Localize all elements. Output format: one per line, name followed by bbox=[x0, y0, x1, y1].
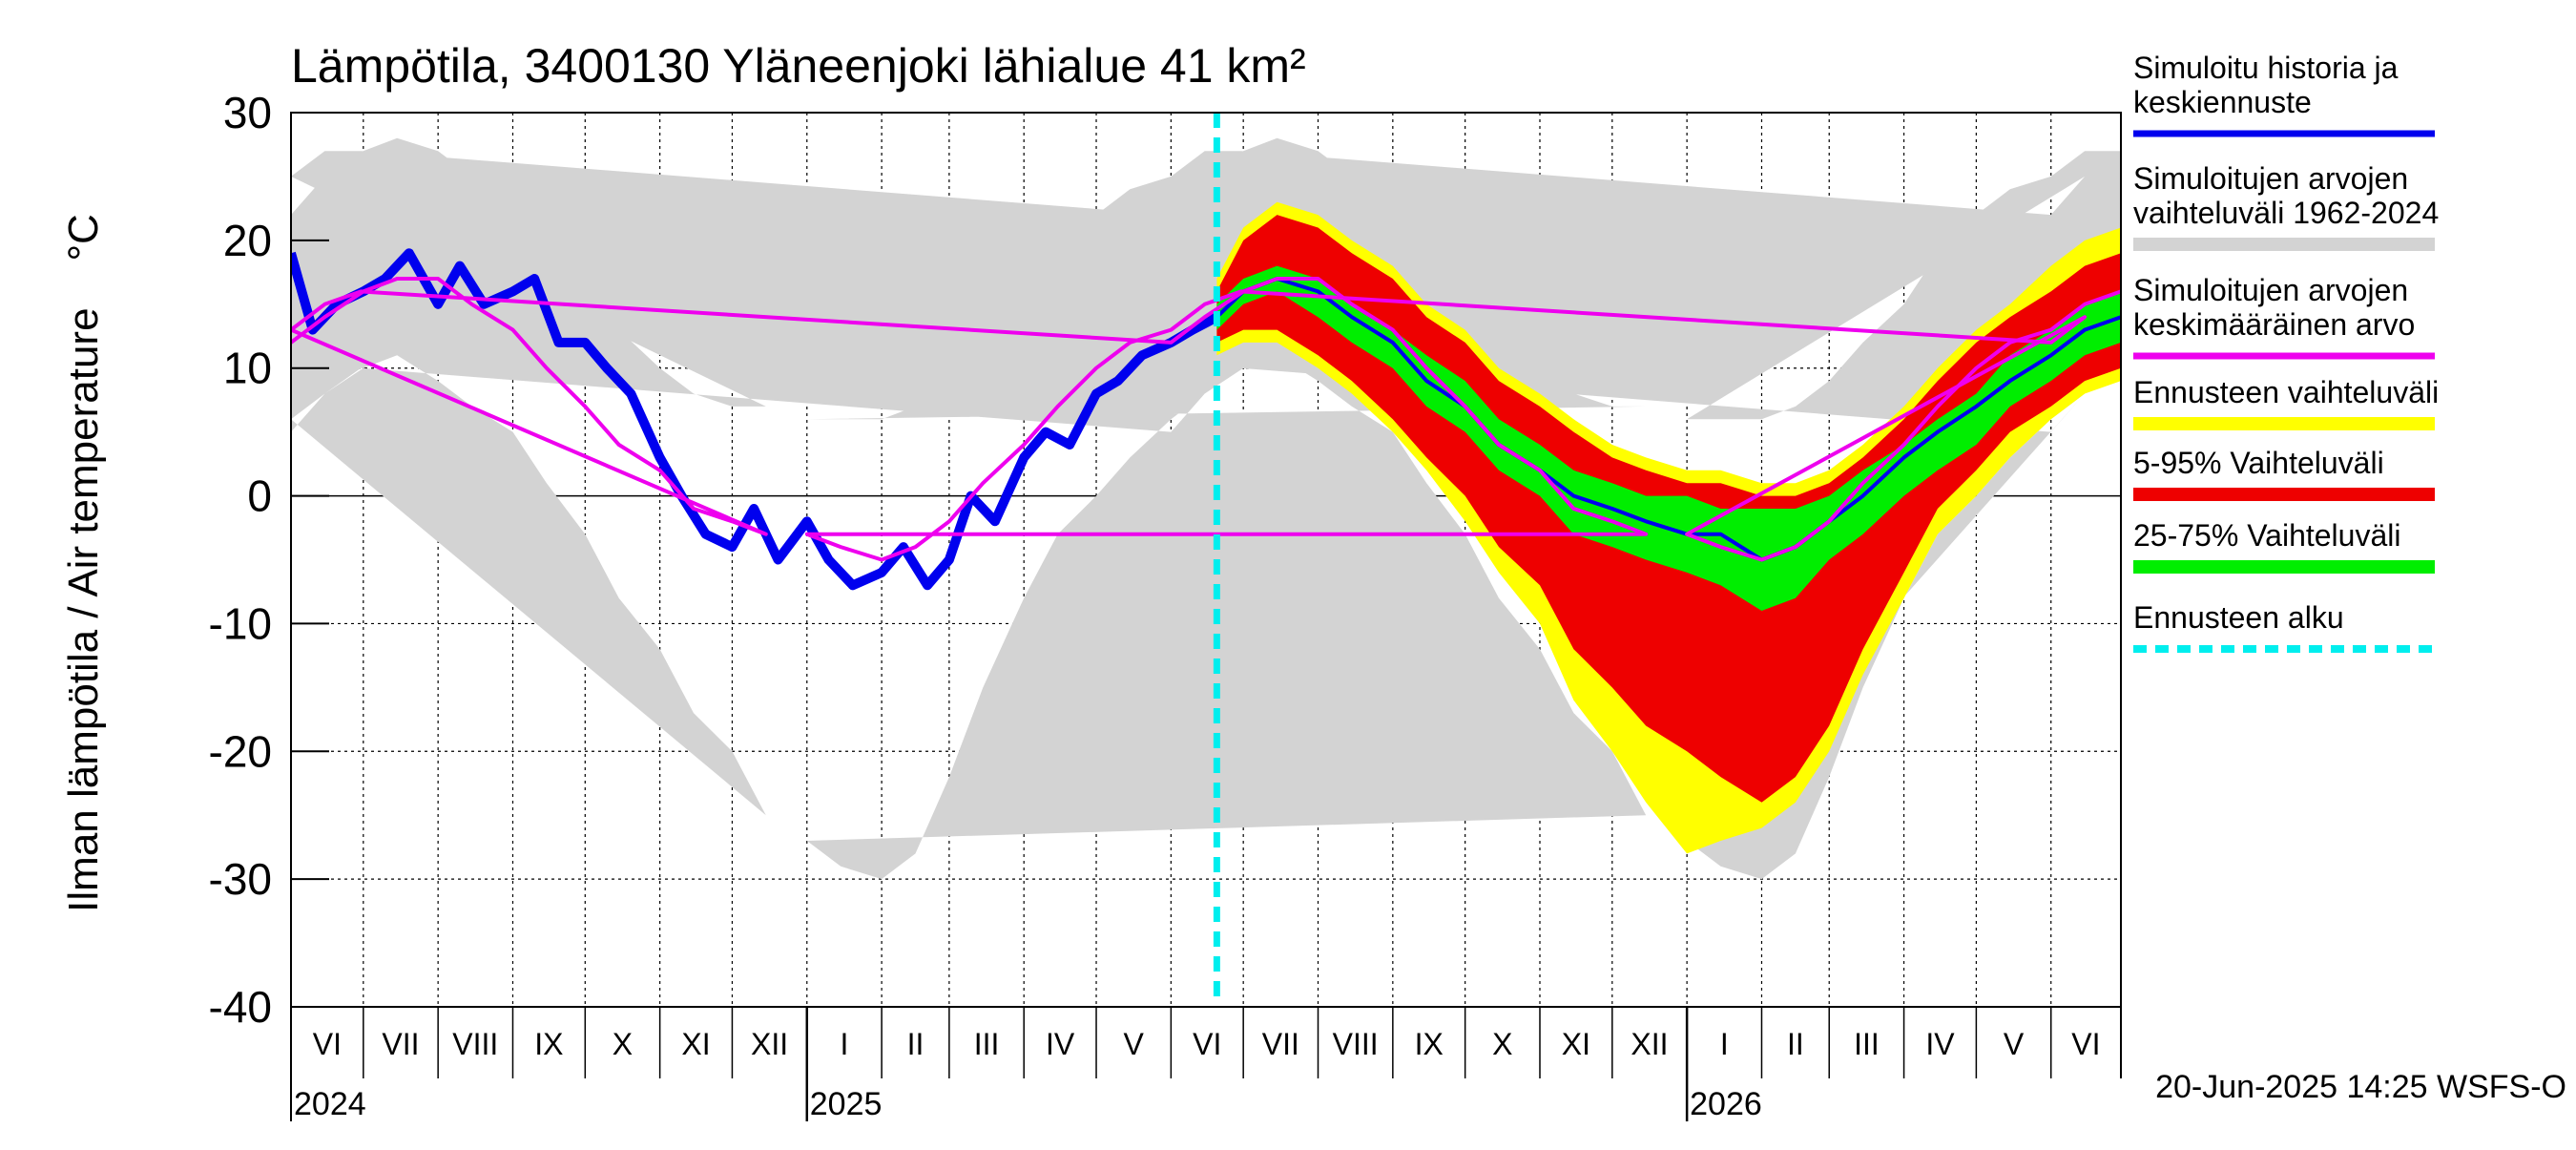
month-label: V bbox=[2004, 1027, 2025, 1061]
history-line bbox=[291, 248, 1219, 591]
month-label: XII bbox=[1631, 1027, 1668, 1061]
month-label: X bbox=[613, 1027, 633, 1061]
y-tick-label: 30 bbox=[223, 88, 272, 137]
month-label: VIII bbox=[452, 1027, 498, 1061]
y-tick-label: -20 bbox=[209, 726, 272, 776]
month-label: VI bbox=[313, 1027, 342, 1061]
month-label: VIII bbox=[1333, 1027, 1379, 1061]
month-label: VI bbox=[1193, 1027, 1221, 1061]
legend-item-forecast-range: Ennusteen vaihteluväli bbox=[2133, 375, 2439, 430]
y-tick-label: -30 bbox=[209, 854, 272, 904]
month-label: XI bbox=[681, 1027, 710, 1061]
mean-line bbox=[291, 277, 2121, 562]
year-label: 2024 bbox=[294, 1086, 366, 1122]
y-tick-label: 10 bbox=[223, 344, 272, 393]
month-label: III bbox=[974, 1027, 1000, 1061]
legend-label: Simuloitujen arvojen bbox=[2133, 161, 2408, 196]
month-label: X bbox=[1492, 1027, 1512, 1061]
month-label: II bbox=[1787, 1027, 1804, 1061]
y-tick-label: -10 bbox=[209, 598, 272, 648]
legend-label: keskiennuste bbox=[2133, 85, 2312, 119]
legend-item-p5-95: 5-95% Vaihteluväli bbox=[2133, 446, 2435, 501]
year-label: 2026 bbox=[1690, 1086, 1762, 1122]
month-label: VII bbox=[1262, 1027, 1299, 1061]
legend-label: Ennusteen vaihteluväli bbox=[2133, 375, 2439, 409]
month-label: V bbox=[1124, 1027, 1145, 1061]
p25-75-band bbox=[1216, 265, 2121, 611]
legend-label: Simuloitu historia ja bbox=[2133, 51, 2399, 85]
range-1962-2024-band bbox=[291, 137, 2121, 880]
y-tick-label: 0 bbox=[247, 471, 272, 521]
legend-label: Simuloitujen arvojen bbox=[2133, 273, 2408, 307]
month-label: III bbox=[1854, 1027, 1880, 1061]
month-label: IX bbox=[1415, 1027, 1444, 1061]
month-label: VI bbox=[2071, 1027, 2100, 1061]
legend-label: Ennusteen alku bbox=[2133, 600, 2344, 635]
legend-label: keskimääräinen arvo bbox=[2133, 307, 2415, 342]
legend-label: 25-75% Vaihteluväli bbox=[2133, 518, 2400, 553]
month-label: I bbox=[841, 1027, 849, 1061]
y-tick-label: 20 bbox=[223, 216, 272, 265]
month-label: VII bbox=[382, 1027, 419, 1061]
month-label: II bbox=[907, 1027, 924, 1061]
legend-label: 5-95% Vaihteluväli bbox=[2133, 446, 2384, 480]
legend-item-p25-75: 25-75% Vaihteluväli bbox=[2133, 518, 2435, 574]
y-axis-label: Ilman lämpötila / Air temperature °C bbox=[60, 214, 107, 912]
legend-label: vaihteluväli 1962-2024 bbox=[2133, 196, 2439, 230]
data-lines bbox=[291, 113, 2121, 1007]
plot-frame bbox=[290, 112, 2122, 1008]
month-label: XII bbox=[751, 1027, 788, 1061]
month-label: I bbox=[1720, 1027, 1729, 1061]
month-label: XI bbox=[1562, 1027, 1590, 1061]
forecast-median-line bbox=[1215, 277, 2121, 562]
y-tick-label: -40 bbox=[209, 982, 272, 1032]
month-label: IV bbox=[1925, 1027, 1955, 1061]
month-label: IX bbox=[534, 1027, 563, 1061]
legend: Simuloitu historia jakeskiennusteSimuloi… bbox=[2133, 51, 2439, 653]
year-label: 2025 bbox=[810, 1086, 883, 1122]
timestamp-footer: 20-Jun-2025 14:25 WSFS-O bbox=[2155, 1069, 2566, 1105]
chart-title: Lämpötila, 3400130 Yläneenjoki lähialue … bbox=[291, 39, 1306, 93]
month-label: IV bbox=[1046, 1027, 1075, 1061]
legend-item-forecast-start: Ennusteen alku bbox=[2133, 600, 2435, 653]
